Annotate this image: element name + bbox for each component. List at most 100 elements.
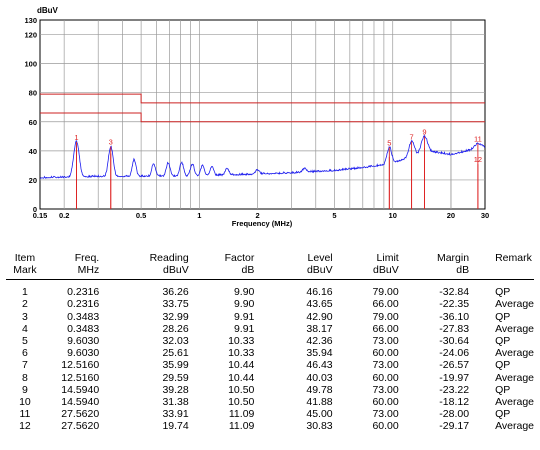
table-cell: -24.06 <box>439 347 470 360</box>
table-cell: 3 <box>21 310 28 323</box>
table-cell: 60.00 <box>372 347 399 360</box>
table-cell: 2 <box>21 298 28 311</box>
table-cell: 60.00 <box>372 420 399 433</box>
table-cell: -19.97 <box>439 371 470 384</box>
table-cell: -26.57 <box>439 359 470 372</box>
table-cell: 14.5940 <box>61 396 100 409</box>
marker-label: 12 <box>474 155 482 164</box>
table-cell: 10.33 <box>228 335 255 348</box>
table-cell: 73.00 <box>372 359 399 372</box>
table-cell: 32.03 <box>162 335 189 348</box>
grid <box>40 20 485 209</box>
x-tick-label: 10 <box>389 211 397 220</box>
table-cell: 1 <box>21 286 28 299</box>
table-cell: Average <box>495 420 534 433</box>
y-tick-label: 40 <box>29 147 37 156</box>
y-unit-label: dBuV <box>37 6 59 15</box>
spectrum-trace <box>40 134 486 179</box>
table-cell: -23.22 <box>439 383 470 396</box>
marker-label: 1 <box>74 133 78 142</box>
table-row: 2 0.2316 33.75 9.90 43.65 66.00 -22.35 Average <box>6 298 534 310</box>
plot-area <box>39 19 486 210</box>
y-tick-label: 120 <box>24 31 37 40</box>
table-cell: 42.36 <box>306 335 333 348</box>
table-cell: 40.03 <box>306 371 333 384</box>
table-row: 10 14.5940 31.38 10.50 41.88 60.00 -18.12 Avera… <box>6 396 534 408</box>
y-tick-label: 20 <box>29 176 37 185</box>
x-axis-label: Frequency (MHz) <box>232 219 293 228</box>
table-cell: dB <box>188 264 255 281</box>
limit-line <box>40 93 485 104</box>
x-tick-label: 5 <box>332 211 336 220</box>
x-tick-label: 0.15 <box>33 211 48 220</box>
table-cell: 66.00 <box>372 298 399 311</box>
table-cell: Reading <box>149 252 189 264</box>
table-cell: 9.6030 <box>67 347 100 360</box>
table-cell: dB <box>398 264 470 281</box>
table-cell: 36.26 <box>162 286 189 299</box>
table-cell: 29.59 <box>162 371 189 384</box>
table-cell: QP <box>495 286 511 299</box>
table-cell: 73.00 <box>372 408 399 421</box>
table-row: 12 27.5620 19.74 11.09 30.83 60.00 -29.17 Avera… <box>6 420 534 432</box>
table-cell: 9.91 <box>233 310 255 323</box>
table-cell: 60.00 <box>372 396 399 409</box>
table-row: 8 12.5160 29.59 10.44 40.03 60.00 -19.97 Averag… <box>6 372 534 384</box>
table-cell: Remark <box>495 252 532 264</box>
table-cell: 12.5160 <box>61 359 100 372</box>
table-cell: 0.3483 <box>67 310 100 323</box>
table-cell: 5 <box>21 335 28 348</box>
marker-label: 7 <box>409 132 413 141</box>
table-cell: 73.00 <box>372 335 399 348</box>
table-cell: -32.84 <box>439 286 470 299</box>
table-row: 9 14.5940 39.28 10.50 49.78 73.00 -23.22 QP <box>6 384 534 396</box>
table-cell: 8 <box>21 371 28 384</box>
table-cell: -27.83 <box>439 322 470 335</box>
table-cell: 10.44 <box>228 371 255 384</box>
y-tick-label: 60 <box>29 118 37 127</box>
markers: 1 3 5 79 11 12 <box>74 128 482 209</box>
table-cell: Limit <box>376 252 399 264</box>
limit-lines <box>40 93 485 123</box>
table-cell: Margin <box>436 252 470 264</box>
table-cell: QP <box>495 408 511 421</box>
table-cell: 32.99 <box>162 310 189 323</box>
table-cell <box>469 264 534 281</box>
table-cell: 38.17 <box>306 322 333 335</box>
table-row: 1 0.2316 36.26 9.90 46.16 79.00 -32.84 QP <box>6 286 534 298</box>
table-cell: 7 <box>21 359 28 372</box>
table-cell: -18.12 <box>439 396 470 409</box>
table-cell: Average <box>495 371 534 384</box>
table-cell: 19.74 <box>162 420 189 433</box>
table-cell: Average <box>495 396 534 409</box>
table-cell: 9.6030 <box>67 335 100 348</box>
table-cell: QP <box>495 383 511 396</box>
table-cell: -22.35 <box>439 298 470 311</box>
table-cell: Factor <box>224 252 255 264</box>
marker-label: 11 <box>474 135 482 144</box>
table-cell: 79.00 <box>372 310 399 323</box>
table-cell: 4 <box>21 322 28 335</box>
trace-line <box>40 134 486 179</box>
y-tick-label: 80 <box>29 89 37 98</box>
table-cell: 49.78 <box>306 383 333 396</box>
table-cell: dBuV <box>332 264 399 281</box>
table-cell: dBuV <box>99 264 189 281</box>
table-cell: Average <box>495 298 534 311</box>
table-cell: Level <box>307 252 333 264</box>
table-header-row-units: Mark MHz dBuV dB dBuV dBuV dB <box>6 264 534 281</box>
table-cell: 33.91 <box>162 408 189 421</box>
marker-label: 9 <box>422 128 426 137</box>
table-cell: 0.2316 <box>67 286 100 299</box>
table-cell: 46.16 <box>306 286 333 299</box>
table-cell: 39.28 <box>162 383 189 396</box>
y-ticks: 0 20 40 60 80 100 120 130 <box>24 16 37 214</box>
y-tick-label: 130 <box>24 16 37 25</box>
table-cell: Freq. <box>74 252 100 264</box>
x-tick-label: 0.5 <box>136 211 146 220</box>
table-cell: 9 <box>21 383 28 396</box>
table-cell: -28.00 <box>439 408 470 421</box>
limit-line <box>40 112 485 123</box>
table-cell: 0.2316 <box>67 298 100 311</box>
